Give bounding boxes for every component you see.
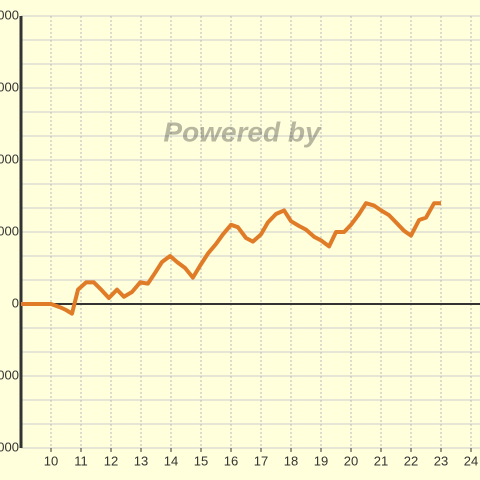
y-tick-label: 0 (12, 295, 19, 310)
y-tick-label: -6,000 (0, 439, 19, 454)
x-tick-label: 24 (464, 453, 478, 468)
y-tick-label: 6,000 (0, 151, 19, 166)
y-tick-label: 9,000 (0, 79, 19, 94)
x-tick-label: 23 (434, 453, 448, 468)
y-tick-label: 3,000 (0, 223, 19, 238)
series-line (21, 201, 441, 316)
y-tick-label: 12,000 (0, 7, 19, 22)
x-tick-label: 17 (254, 453, 268, 468)
x-tick-label: 22 (404, 453, 418, 468)
x-tick-label: 21 (374, 453, 388, 468)
x-tick-label: 14 (164, 453, 178, 468)
x-tick-label: 19 (314, 453, 328, 468)
x-tick-label: 12 (104, 453, 118, 468)
x-tick-label: 13 (134, 453, 148, 468)
x-tick-label: 20 (344, 453, 358, 468)
x-tick-label: 16 (224, 453, 238, 468)
x-tick-label: 11 (74, 453, 88, 468)
watermark: Powered by (163, 116, 322, 147)
x-tick-label: 15 (194, 453, 208, 468)
x-tick-label: 10 (44, 453, 58, 468)
x-tick-label: 18 (284, 453, 298, 468)
y-tick-label: -3,000 (0, 367, 19, 382)
